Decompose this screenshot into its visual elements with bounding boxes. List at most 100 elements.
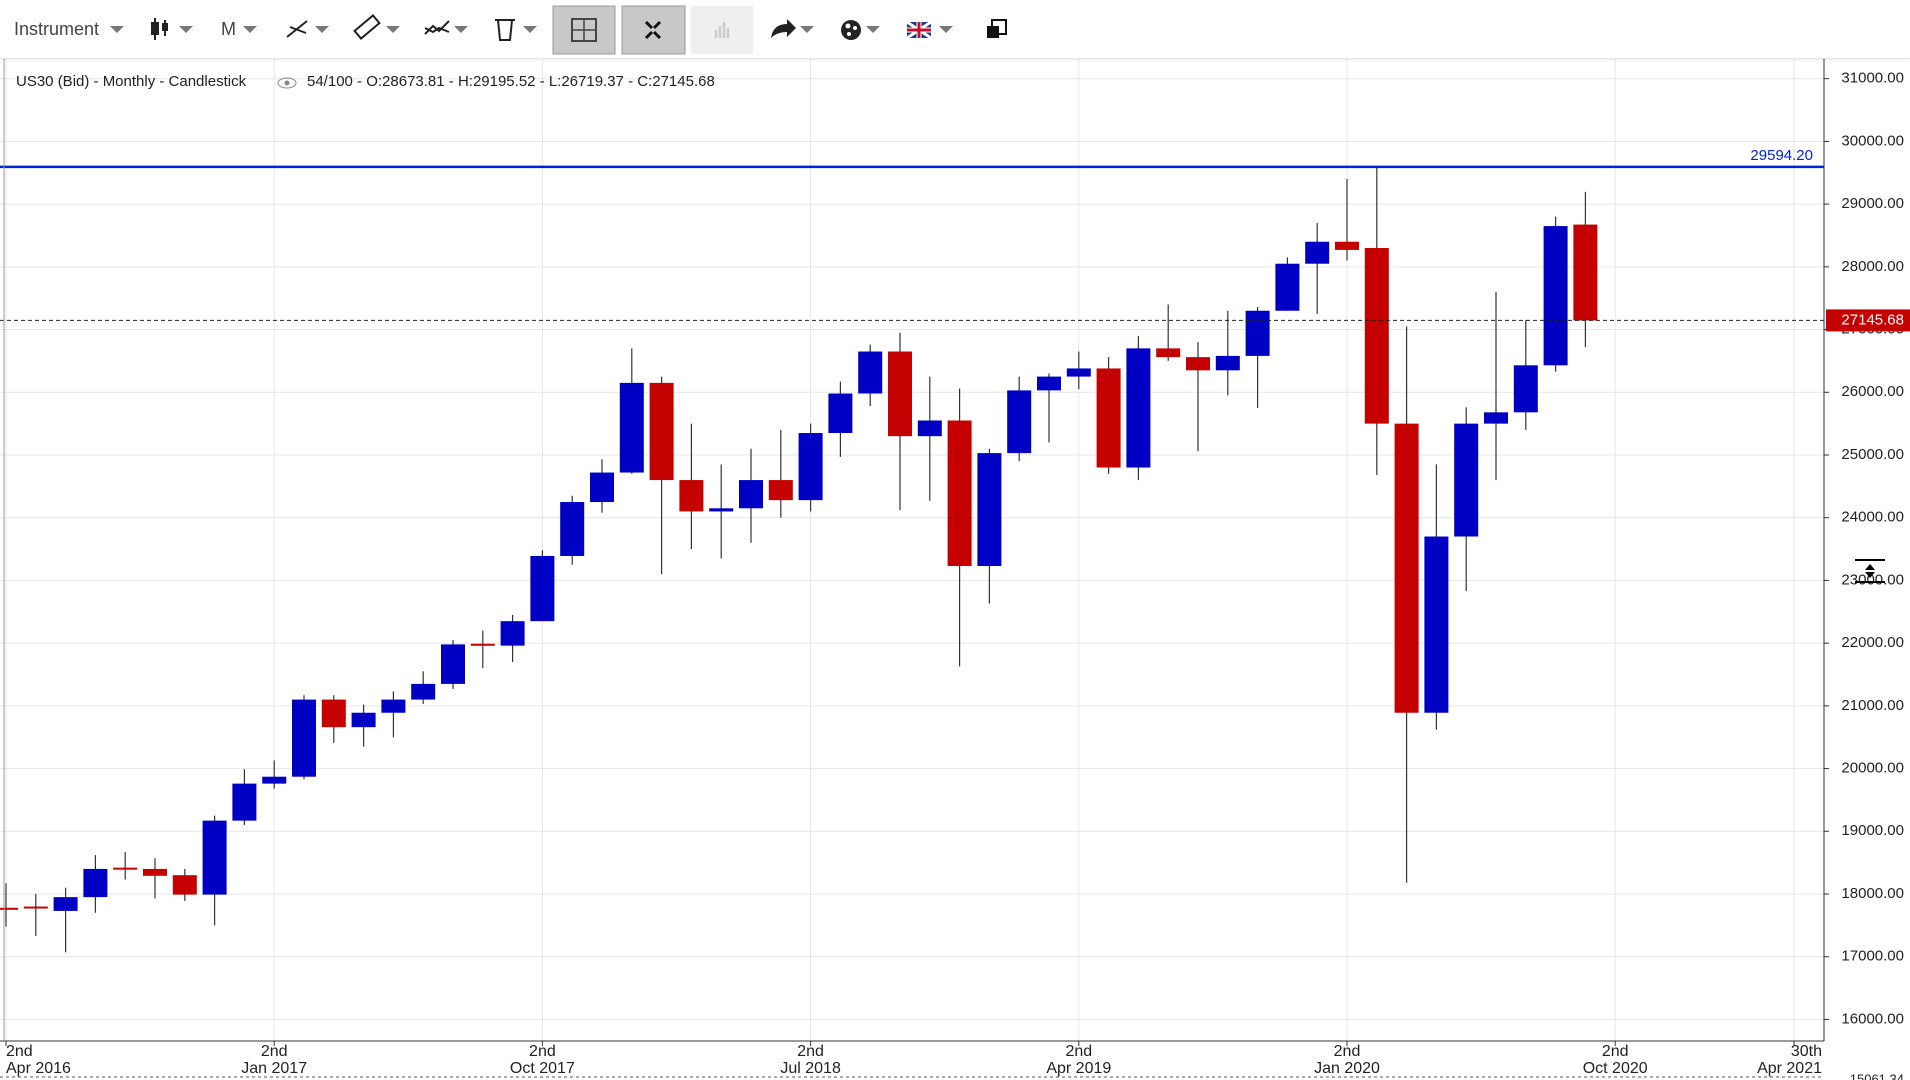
y-tick-label: 29000.00 [1841, 195, 1904, 212]
y-tick-label: 30000.00 [1841, 132, 1904, 149]
popout-button[interactable] [987, 19, 1007, 38]
y-tick-label: 22000.00 [1841, 634, 1904, 651]
candle-body [739, 480, 763, 509]
visibility-toggle[interactable] [277, 77, 297, 89]
candle-body [500, 621, 525, 646]
candle-body [53, 897, 78, 911]
candle-body [1424, 536, 1449, 713]
instrument-label: Instrument [14, 19, 99, 39]
x-tick-label: Oct 2017 [510, 1060, 575, 1077]
candle-body [1126, 348, 1151, 468]
scale-handle[interactable] [1855, 559, 1885, 583]
candle-body [351, 712, 376, 728]
candle-body [232, 783, 257, 821]
candle-body [947, 420, 972, 566]
x-tick-label: 2nd [529, 1043, 556, 1060]
candle-body [530, 555, 555, 622]
y-tick-label: 17000.00 [1841, 948, 1904, 965]
candle-body [1007, 390, 1032, 454]
instrument-menu[interactable]: Instrument [14, 19, 124, 39]
y-tick-label: 19000.00 [1841, 822, 1904, 839]
y-tick-label: 20000.00 [1841, 760, 1904, 777]
candle-body [649, 382, 674, 481]
candle-body [1543, 226, 1568, 366]
candle-body [411, 683, 436, 700]
measure-menu[interactable] [353, 14, 400, 40]
candle-body [83, 868, 108, 898]
candle-body [113, 867, 138, 870]
candle-body [0, 907, 18, 910]
y-tick-label: 23000.00 [1841, 571, 1904, 588]
delete-menu[interactable] [495, 19, 537, 41]
candle-body [292, 699, 316, 777]
crosshair-button[interactable] [552, 5, 616, 55]
candle-body [1096, 368, 1121, 468]
candle-body [1186, 357, 1210, 371]
x-tick-label: Apr 2016 [6, 1060, 71, 1077]
indicators-menu[interactable] [424, 20, 468, 35]
cursor-label: 15061.34 [1850, 1071, 1904, 1080]
candle-body [1394, 423, 1419, 713]
y-tick-label: 24000.00 [1841, 509, 1904, 526]
candle-body [381, 699, 406, 713]
candle-body [172, 875, 197, 895]
share-menu[interactable] [771, 19, 814, 38]
candle-body [470, 643, 495, 646]
candle-body [1245, 310, 1270, 356]
x-tick-label: 2nd [261, 1043, 288, 1060]
candle-body [321, 699, 346, 728]
y-tick-label: 21000.00 [1841, 697, 1904, 714]
y-tick-label: 31000.00 [1841, 70, 1904, 87]
x-tick-label: 2nd [1602, 1043, 1629, 1060]
drawing-tools-menu[interactable] [286, 20, 329, 38]
theme-menu[interactable] [841, 20, 880, 40]
candle-body [768, 480, 793, 501]
candle-body [619, 382, 644, 473]
y-tick-label: 16000.00 [1841, 1010, 1904, 1027]
candle-body [1305, 241, 1330, 264]
candle-body [590, 472, 614, 503]
candle-body [1066, 368, 1091, 377]
candle-body [262, 776, 287, 784]
last-price-label: 27145.68 [1841, 311, 1904, 328]
candle-body [828, 393, 853, 434]
x-tick-label: 2nd [1065, 1043, 1092, 1060]
candle-body [977, 453, 1002, 566]
candle-body [798, 433, 823, 501]
candle-body [1364, 248, 1389, 424]
x-tick-label: Jul 2018 [780, 1060, 841, 1077]
candle-body [1513, 365, 1538, 413]
volume-button[interactable] [691, 6, 753, 54]
y-tick-label: 25000.00 [1841, 446, 1904, 463]
candle-body [709, 508, 734, 512]
x-tick-label: Jan 2017 [241, 1060, 307, 1077]
candle-body [202, 820, 227, 895]
candle-body [1037, 376, 1061, 391]
last-price-box [1826, 309, 1910, 332]
x-tick-label: Apr 2019 [1046, 1060, 1111, 1077]
candle-body [1484, 412, 1508, 424]
period-menu[interactable]: M [221, 19, 257, 39]
candle-body [858, 351, 883, 394]
period-label: M [221, 19, 236, 39]
candle-body [1454, 423, 1479, 537]
chart-type-menu[interactable] [151, 18, 193, 40]
candle-body [143, 868, 167, 876]
x-tick-label: Apr 2021 [1757, 1060, 1822, 1077]
y-tick-label: 26000.00 [1841, 383, 1904, 400]
candle-body [679, 480, 704, 512]
y-tick-label: 28000.00 [1841, 258, 1904, 275]
candle-body [888, 351, 912, 437]
ohlc-info: 54/100 - O:28673.81 - H:29195.52 - L:267… [307, 73, 715, 90]
candle-body [1156, 348, 1181, 358]
language-menu[interactable] [906, 20, 953, 40]
candle-body [1573, 224, 1598, 321]
candle-body [441, 644, 465, 684]
candle-body [1215, 355, 1240, 371]
x-tick-label: Oct 2020 [1583, 1060, 1648, 1077]
candle-body [560, 502, 585, 556]
chart-title: US30 (Bid) - Monthly - Candlestick [16, 73, 247, 90]
fullscreen-button[interactable] [621, 5, 686, 55]
x-tick-label: 30th [1791, 1043, 1822, 1060]
